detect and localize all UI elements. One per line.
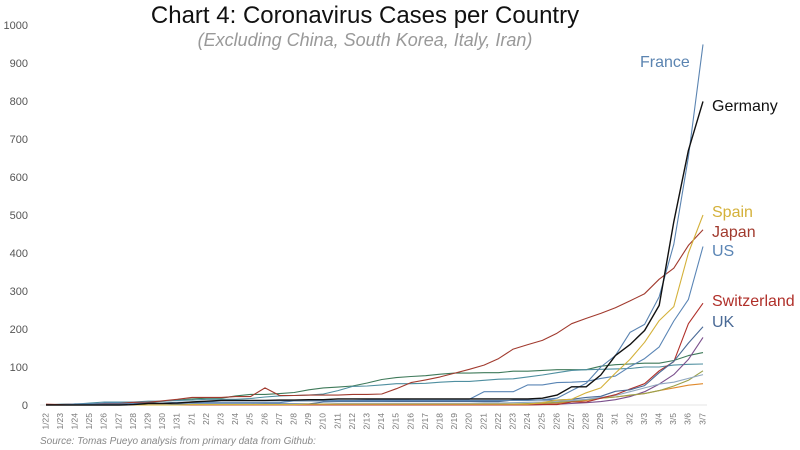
x-tick-label: 3/5 — [668, 413, 678, 425]
series-line-japan — [45, 229, 704, 406]
series-label-germany: Germany — [712, 98, 778, 115]
x-tick-label: 2/7 — [274, 413, 284, 425]
x-tick-label: 2/19 — [449, 413, 459, 430]
y-tick-label: 400 — [10, 248, 28, 260]
x-tick-label: 1/24 — [69, 413, 79, 430]
x-tick-label: 2/22 — [493, 413, 503, 430]
series-label-france: France — [640, 54, 690, 71]
x-tick-label: 2/18 — [434, 413, 444, 430]
x-tick-label: 2/2 — [201, 413, 211, 425]
x-tick-label: 1/25 — [84, 413, 94, 430]
series-label-uk: UK — [712, 314, 735, 331]
x-tick-label: 2/25 — [537, 413, 547, 430]
series-line-germany — [46, 101, 704, 406]
y-tick-label: 500 — [10, 210, 28, 222]
series-line-switzerland — [46, 302, 704, 406]
x-tick-label: 2/9 — [303, 413, 313, 425]
series-label-switzerland: Switzerland — [712, 293, 795, 310]
series-line-france — [46, 44, 704, 406]
x-tick-label: 2/21 — [478, 413, 488, 430]
y-tick-label: 300 — [10, 286, 28, 298]
y-tick-label: 200 — [10, 324, 28, 336]
y-tick-label: 0 — [22, 400, 28, 412]
x-tick-label: 2/4 — [230, 413, 240, 425]
x-tick-label: 1/28 — [128, 413, 138, 430]
x-tick-label: 2/27 — [566, 413, 576, 430]
x-tick-label: 2/11 — [332, 413, 342, 429]
y-tick-label: 100 — [10, 362, 28, 374]
y-tick-label: 700 — [10, 134, 28, 146]
x-tick-label: 1/31 — [172, 413, 182, 430]
x-tick-label: 1/29 — [142, 413, 152, 430]
y-tick-label: 1000 — [4, 20, 28, 32]
y-tick-label: 800 — [10, 96, 28, 108]
x-tick-label: 2/24 — [522, 413, 532, 430]
x-tick-label: 2/13 — [361, 413, 371, 430]
x-tick-label: 1/22 — [40, 413, 50, 430]
x-tick-label: 2/29 — [595, 413, 605, 430]
source-note: Source: Tomas Pueyo analysis from primar… — [40, 436, 316, 447]
x-tick-label: 2/15 — [391, 413, 401, 430]
x-tick-label: 2/20 — [464, 413, 474, 430]
x-tick-label: 2/17 — [420, 413, 430, 430]
series-label-us: US — [712, 243, 734, 260]
series-label-japan: Japan — [712, 224, 756, 241]
x-tick-label: 2/1 — [186, 413, 196, 425]
x-tick-label: 2/8 — [288, 413, 298, 425]
x-tick-label: 3/1 — [610, 413, 620, 425]
x-tick-label: 2/14 — [376, 413, 386, 430]
x-tick-label: 2/26 — [551, 413, 561, 430]
y-tick-label: 600 — [10, 172, 28, 184]
x-tick-label: 3/7 — [697, 413, 707, 425]
series-line-spain — [46, 214, 704, 406]
x-tick-label: 3/4 — [653, 413, 663, 425]
x-tick-label: 2/16 — [405, 413, 415, 430]
series-label-spain: Spain — [712, 204, 753, 221]
x-tick-label: 3/3 — [639, 413, 649, 425]
chart-title: Chart 4: Coronavirus Cases per Country — [150, 2, 580, 29]
x-tick-label: 1/23 — [55, 413, 65, 430]
x-tick-label: 2/5 — [245, 413, 255, 425]
x-tick-label: 3/2 — [624, 413, 634, 425]
x-tick-label: 2/12 — [347, 413, 357, 430]
x-tick-label: 2/6 — [259, 413, 269, 425]
x-tick-label: 2/3 — [215, 413, 225, 425]
x-tick-label: 1/26 — [99, 413, 109, 430]
y-tick-label: 900 — [10, 58, 28, 70]
x-tick-label: 2/28 — [580, 413, 590, 430]
x-tick-label: 3/6 — [683, 413, 693, 425]
x-tick-label: 2/10 — [318, 413, 328, 430]
x-tick-label: 1/27 — [113, 413, 123, 430]
x-tick-label: 2/23 — [507, 413, 517, 430]
chart-subtitle: (Excluding China, South Korea, Italy, Ir… — [197, 30, 533, 50]
x-tick-label: 1/30 — [157, 413, 167, 430]
